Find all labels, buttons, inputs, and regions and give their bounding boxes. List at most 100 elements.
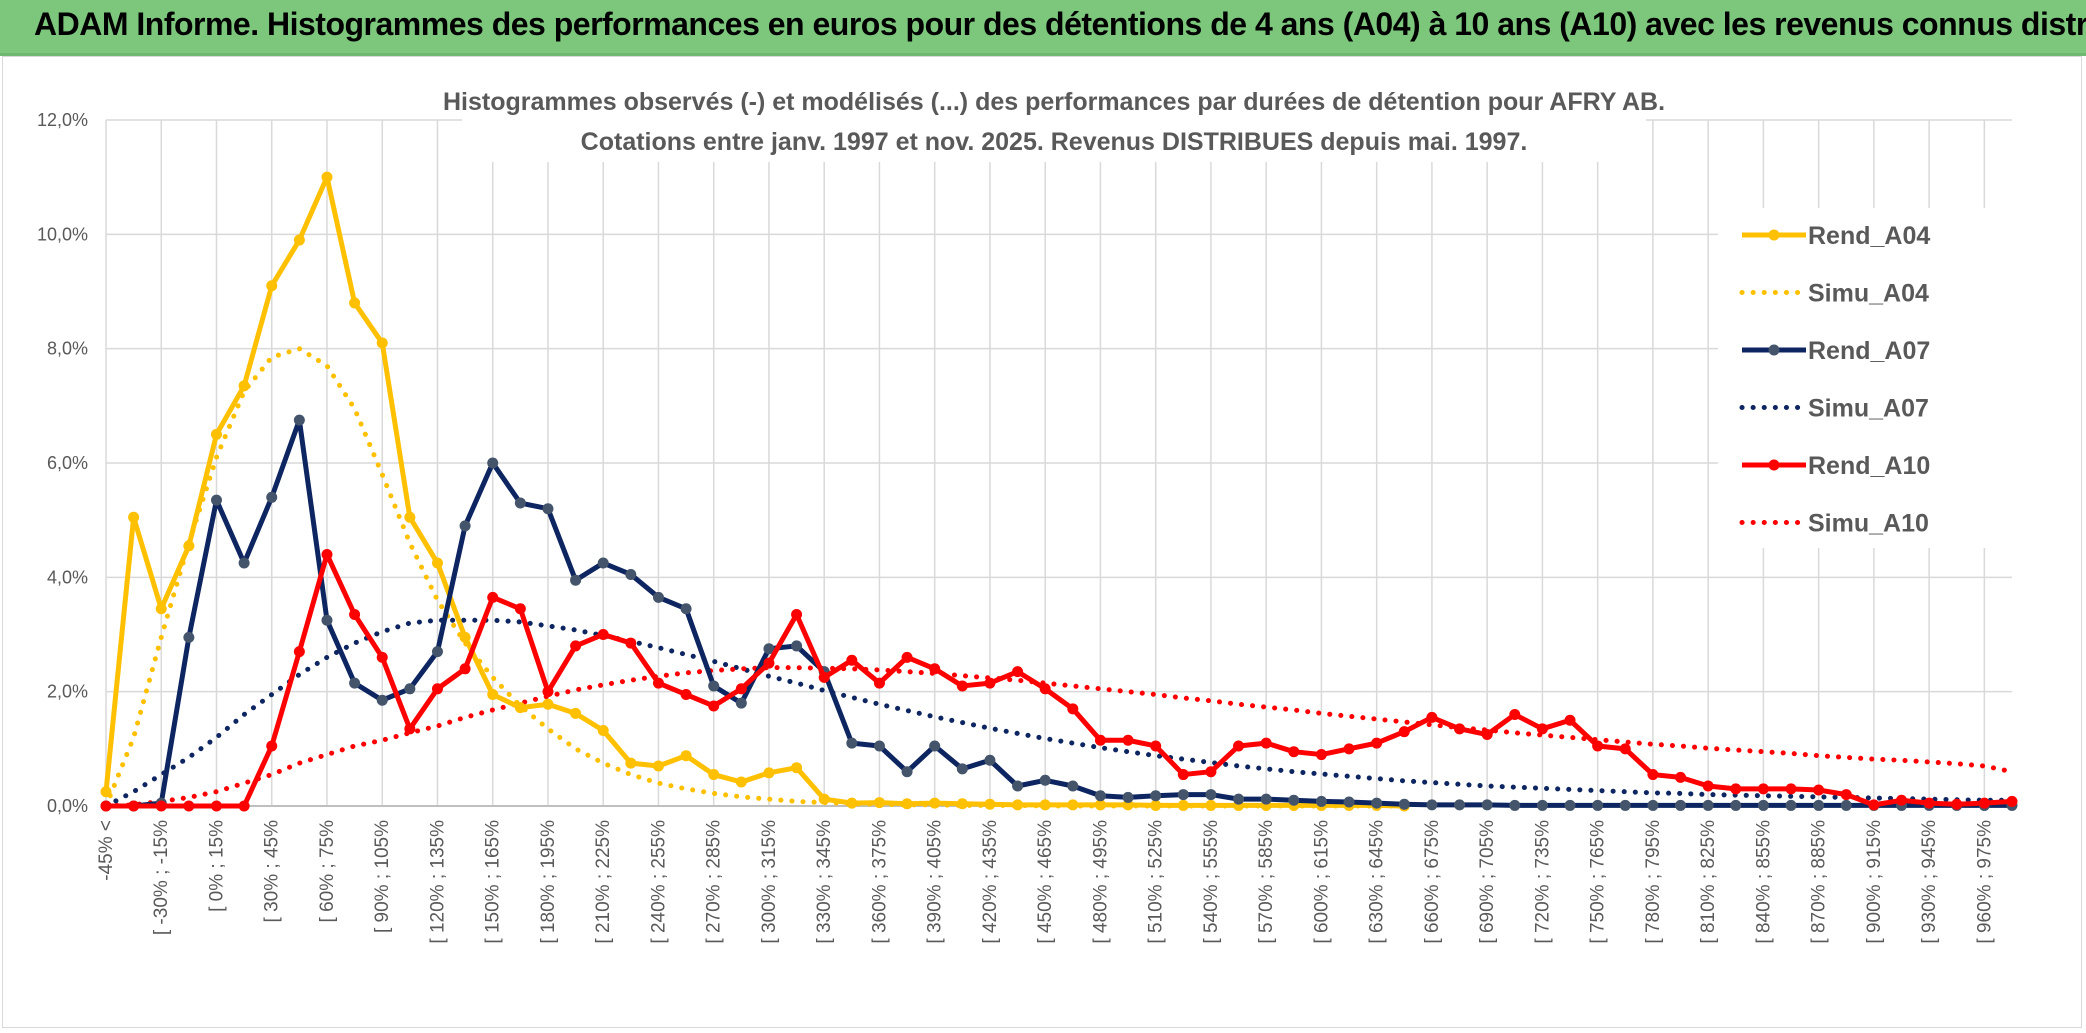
series-point-Rend_A10 <box>238 800 250 812</box>
series-point-Rend_A04 <box>128 511 140 523</box>
series-point-Rend_A10 <box>1896 794 1908 806</box>
subtitle-background <box>462 84 1646 162</box>
series-point-Rend_A07 <box>1840 799 1852 811</box>
series-point-Rend_A04 <box>1039 799 1051 811</box>
x-tick-label: [ 780% ; 795% <box>1643 820 1664 944</box>
series-point-Rend_A10 <box>1371 737 1383 749</box>
series-point-Rend_A07 <box>597 557 609 569</box>
series-point-Rend_A07 <box>210 494 222 506</box>
series-point-Rend_A07 <box>1233 793 1245 805</box>
series-point-Rend_A07 <box>791 640 803 652</box>
y-axis-ticks: 0,0% 2,0% 4,0% 6,0% 8,0% 10,0% 12,0% <box>37 110 88 816</box>
series-point-Rend_A07 <box>238 557 250 569</box>
series-line-Simu_A10 <box>103 665 2015 809</box>
series-point-Rend_A10 <box>542 686 554 698</box>
series-point-Rend_A04 <box>376 337 388 349</box>
series-point-Rend_A10 <box>680 689 692 701</box>
series-point-Rend_A10 <box>459 663 471 675</box>
x-tick-label: [ 840% ; 855% <box>1753 820 1774 944</box>
series-point-Rend_A07 <box>570 574 582 586</box>
series-point-Rend_A10 <box>1978 797 1990 809</box>
series-point-Rend_A10 <box>1592 740 1604 752</box>
x-tick-label: [ 60% ; 75% <box>317 820 338 923</box>
series-point-Rend_A07 <box>514 497 526 509</box>
legend-label-Rend_A04: Rend_A04 <box>1808 222 1930 250</box>
series-point-Rend_A04 <box>652 760 664 772</box>
x-tick-label: [ 750% ; 765% <box>1588 820 1609 944</box>
series-point-Rend_A07 <box>929 740 941 752</box>
legend-marker-Rend_A10 <box>1768 459 1780 471</box>
series-point-Rend_A07 <box>680 603 692 615</box>
series-point-Rend_A07 <box>1426 799 1438 811</box>
series-point-Rend_A04 <box>929 797 941 809</box>
series-point-Rend_A04 <box>680 750 692 762</box>
series-point-Rend_A04 <box>431 557 443 569</box>
y-tick-label: 10,0% <box>37 224 88 244</box>
series-point-Rend_A07 <box>763 643 775 655</box>
series-point-Rend_A07 <box>1288 794 1300 806</box>
series-point-Rend_A07 <box>1481 799 1493 811</box>
series-point-Rend_A04 <box>846 797 858 809</box>
series-point-Rend_A07 <box>984 754 996 766</box>
series-line-Rend_A10 <box>106 551 2013 809</box>
series-point-Rend_A10 <box>1481 729 1493 741</box>
series-line-Simu_A07 <box>103 617 2015 809</box>
y-tick-label: 6,0% <box>47 453 88 473</box>
series-point-Rend_A04 <box>708 769 720 781</box>
series-point-Rend_A04 <box>349 297 361 309</box>
x-tick-label: [ 660% ; 675% <box>1422 820 1443 944</box>
series-point-Rend_A10 <box>873 677 885 689</box>
legend-background <box>1718 208 2014 548</box>
series-point-Rend_A04 <box>1205 799 1217 811</box>
series-point-Rend_A07 <box>1757 799 1769 811</box>
x-tick-label: [ 90% ; 105% <box>372 820 393 933</box>
series-point-Rend_A10 <box>349 608 361 620</box>
chart-legend: Rend_A04 Simu_A04 Rend_A07 Simu_A07 Rend_A10… <box>1718 208 2014 548</box>
series-point-Rend_A10 <box>1951 798 1963 810</box>
legend-marker-Rend_A04 <box>1768 229 1780 241</box>
x-tick-label: [ 720% ; 735% <box>1532 820 1553 944</box>
legend-label-Rend_A07: Rend_A07 <box>1808 337 1930 365</box>
series-point-Rend_A07 <box>625 568 637 580</box>
series-point-Rend_A10 <box>1122 734 1134 746</box>
series-point-Rend_A04 <box>791 762 803 774</box>
series-point-Rend_A04 <box>873 797 885 809</box>
x-tick-label: [ -30% ; -15% <box>151 820 172 935</box>
chart-frame <box>2 56 2082 1028</box>
series-point-Rend_A07 <box>1067 780 1079 792</box>
series-point-Rend_A04 <box>984 798 996 810</box>
series-point-Rend_A10 <box>1675 771 1687 783</box>
series-point-Rend_A04 <box>901 798 913 810</box>
series-point-Rend_A04 <box>625 757 637 769</box>
series-point-Rend_A10 <box>1233 740 1245 752</box>
series-point-Rend_A04 <box>459 631 471 643</box>
series-point-Rend_A04 <box>763 767 775 779</box>
series-point-Rend_A10 <box>570 640 582 652</box>
x-tick-label: [ 420% ; 435% <box>980 820 1001 944</box>
x-tick-label: [ 870% ; 885% <box>1809 820 1830 944</box>
series-point-Rend_A04 <box>956 798 968 810</box>
series-point-Rend_A07 <box>183 631 195 643</box>
series-point-Rend_A07 <box>1398 798 1410 810</box>
series-point-Rend_A07 <box>652 591 664 603</box>
series-point-Rend_A07 <box>735 697 747 709</box>
x-tick-label: -45% < <box>96 820 117 881</box>
y-tick-label: 12,0% <box>37 110 88 130</box>
series-point-Rend_A10 <box>1509 709 1521 721</box>
series-point-Rend_A10 <box>100 800 112 812</box>
chart-subtitle-line1: Histogrammes observés (-) et modélisés (… <box>443 88 1665 116</box>
series-point-Rend_A07 <box>1730 799 1742 811</box>
x-tick-label: [ 30% ; 45% <box>262 820 283 923</box>
series-point-Rend_A04 <box>570 707 582 719</box>
legend-marker-Rend_A07 <box>1768 344 1780 356</box>
series-point-Rend_A04 <box>238 380 250 392</box>
series-point-Rend_A07 <box>349 677 361 689</box>
series-point-Rend_A10 <box>2006 795 2018 807</box>
series-point-Rend_A10 <box>293 646 305 658</box>
series-point-Rend_A10 <box>846 654 858 666</box>
chart-subtitle-line2: Cotations entre janv. 1997 et nov. 2025.… <box>581 128 1528 156</box>
series-point-Rend_A10 <box>1619 743 1631 755</box>
series-point-Rend_A04 <box>183 540 195 552</box>
series-line-Rend_A04 <box>103 174 1405 809</box>
x-tick-label: [ 510% ; 525% <box>1146 820 1167 944</box>
